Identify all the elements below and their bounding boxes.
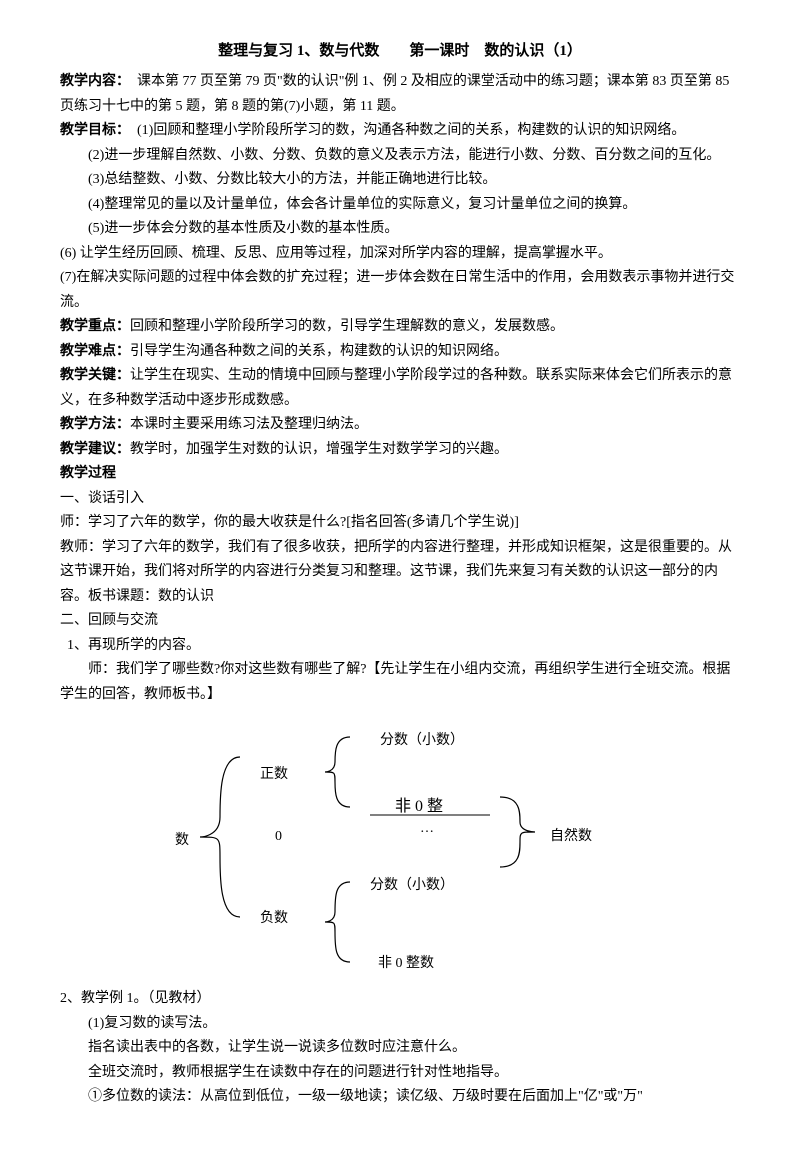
heading-section-1: 一、谈话引入 [60,487,740,512]
paragraph-goal-7: (7)在解决实际问题的过程中体会数的扩充过程；进一步体会数在日常生活中的作用，会… [60,266,740,315]
label-content: 教学内容： [60,74,123,89]
paragraph-goal-6: (6) 让学生经历回顾、梳理、反思、应用等过程，加深对所学内容的理解，提高掌握水… [60,242,740,267]
paragraph-goal-5: (5)进一步体会分数的基本性质及小数的基本性质。 [60,217,740,242]
text: 教学时，加强学生对数的认识，增强学生对数学学习的兴趣。 [130,442,508,457]
paragraph-example-1-4: ①多位数的读法：从高位到低位，一级一级地读；读亿级、万级时要在后面加上"亿"或"… [60,1085,740,1110]
label-goals: 教学目标： [60,123,123,138]
text: 回顾和整理小学阶段所学习的数，引导学生理解数的意义，发展数感。 [130,319,564,334]
text: 本课时主要采用练习法及整理归纳法。 [130,417,368,432]
paragraph-example-1-1: (1)复习数的读写法。 [60,1012,740,1037]
label-method: 教学方法： [60,417,130,432]
paragraph-sub-1: 1、再现所学的内容。 [60,634,740,659]
text: 让学生在现实、生动的情境中回顾与整理小学阶段学过的各种数。联系实际来体会它们所表… [60,368,732,408]
paragraph-example-1-3: 全班交流时，教师根据学生在读数中存在的问题进行针对性地指导。 [60,1061,740,1086]
paragraph-difficulty: 教学难点：引导学生沟通各种数之间的关系，构建数的认识的知识网络。 [60,340,740,365]
number-classification-diagram: 数 正数 0 负数 分数（小数） 非 0 整 … 分数（小数） 非 0 整数 自… [120,717,680,977]
paragraph-dialog-3: 师：我们学了哪些数?你对这些数有哪些了解?【先让学生在小组内交流，再组织学生进行… [60,658,740,707]
diagram-svg [120,717,680,977]
paragraph-goal-3: (3)总结整数、小数、分数比较大小的方法，并能正确地进行比较。 [60,168,740,193]
paragraph-key: 教学关键：让学生在现实、生动的情境中回顾与整理小学阶段学过的各种数。联系实际来体… [60,364,740,413]
heading-process: 教学过程 [60,462,740,487]
paragraph-method: 教学方法：本课时主要采用练习法及整理归纳法。 [60,413,740,438]
label-difficulty: 教学难点： [60,344,130,359]
diagram-label-fenshu1: 分数（小数） [380,729,464,754]
text: 引导学生沟通各种数之间的关系，构建数的认识的知识网络。 [130,344,508,359]
paragraph-example-1: 2、教学例 1。（见教材） [60,987,740,1012]
diagram-label-zero: 0 [275,825,282,850]
paragraph-content: 教学内容： 课本第 77 页至第 79 页"数的认识"例 1、例 2 及相应的课… [60,70,740,119]
paragraph-goal-4: (4)整理常见的量以及计量单位，体会各计量单位的实际意义，复习计量单位之间的换算… [60,193,740,218]
paragraph-goals: 教学目标： (1)回顾和整理小学阶段所学习的数，沟通各种数之间的关系，构建数的认… [60,119,740,144]
paragraph-emphasis: 教学重点：回顾和整理小学阶段所学习的数，引导学生理解数的意义，发展数感。 [60,315,740,340]
paragraph-dialog-2: 教师：学习了六年的数学，我们有了很多收获，把所学的内容进行整理，并形成知识框架，… [60,536,740,610]
label-key: 教学关键： [60,368,130,383]
heading-section-2: 二、回顾与交流 [60,609,740,634]
diagram-label-feizheng2: 非 0 整数 [378,952,434,977]
label-suggestion: 教学建议： [60,442,130,457]
document-page: 整理与复习 1、数与代数 第一课时 数的认识（1） 教学内容： 课本第 77 页… [0,0,800,1150]
text: (1)回顾和整理小学阶段所学习的数，沟通各种数之间的关系，构建数的认识的知识网络… [123,123,685,138]
diagram-label-zheng: 正数 [260,763,288,788]
text: 课本第 77 页至第 79 页"数的认识"例 1、例 2 及相应的课堂活动中的练… [60,74,729,114]
paragraph-example-1-2: 指名读出表中的各数，让学生说一说读多位数时应注意什么。 [60,1036,740,1061]
diagram-label-feizheng: 非 0 整 [395,793,443,821]
diagram-label-fu: 负数 [260,907,288,932]
paragraph-suggestion: 教学建议：教学时，加强学生对数的认识，增强学生对数学学习的兴趣。 [60,438,740,463]
diagram-label-dots: … [420,817,434,842]
paragraph-goal-2: (2)进一步理解自然数、小数、分数、负数的意义及表示方法，能进行小数、分数、百分… [60,144,740,169]
page-title: 整理与复习 1、数与代数 第一课时 数的认识（1） [60,38,740,64]
diagram-label-ziran: 自然数 [550,825,592,850]
label-emphasis: 教学重点： [60,319,130,334]
diagram-label-fenshu2: 分数（小数） [370,874,454,899]
diagram-label-shu: 数 [175,829,189,854]
paragraph-dialog-1: 师：学习了六年的数学，你的最大收获是什么?[指名回答(多请几个学生说)] [60,511,740,536]
